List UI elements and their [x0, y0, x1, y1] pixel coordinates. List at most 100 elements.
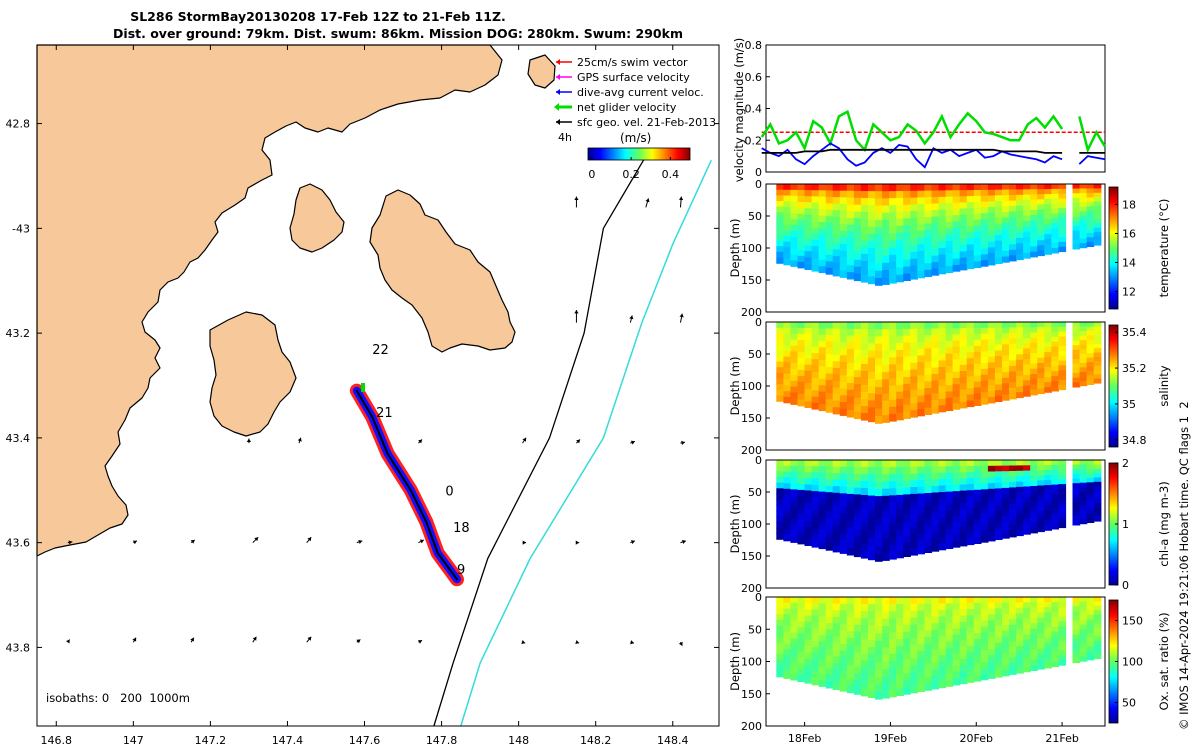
section-cell [825, 216, 834, 224]
section-cell [1002, 647, 1010, 654]
section-cell [938, 184, 947, 191]
section-cell [853, 232, 862, 240]
section-cell [938, 648, 947, 656]
section-cell [1079, 197, 1088, 203]
section-cell [1030, 342, 1038, 349]
section-cell [938, 392, 947, 400]
section-cell [875, 220, 883, 228]
section-cell [825, 498, 834, 506]
section-cell [860, 219, 869, 227]
section-cell [1009, 338, 1017, 345]
section-cell [987, 655, 996, 662]
section-cell [1093, 619, 1102, 624]
section-cell [860, 226, 869, 234]
section-cell [1002, 322, 1010, 329]
section-cell [811, 466, 820, 473]
section-cell [1002, 613, 1010, 621]
section-cell [811, 264, 820, 272]
section-cell [1030, 389, 1038, 396]
section-cell [882, 676, 890, 685]
section-cell [776, 619, 784, 627]
section-cell [1044, 382, 1052, 388]
section-cell [1002, 333, 1010, 340]
section-cell [860, 544, 869, 552]
section-cell [825, 629, 834, 637]
section-cell [797, 231, 806, 239]
section-cell [783, 391, 792, 398]
section-cell [797, 627, 806, 634]
section-cell [1051, 208, 1059, 215]
section-cell [868, 538, 876, 546]
section-cell [804, 220, 813, 228]
section-cell [966, 262, 975, 270]
section-cell [938, 530, 947, 538]
section-cell [1009, 227, 1017, 234]
section-cell [804, 670, 813, 678]
section-cell [910, 389, 918, 398]
section-cell [945, 491, 954, 499]
section-cell [931, 662, 940, 670]
section-cell [818, 259, 827, 267]
section-cell [1044, 520, 1052, 526]
section-cell [1016, 508, 1024, 515]
section-cell [938, 603, 947, 611]
section-cell [853, 377, 862, 385]
section-cell [797, 621, 806, 628]
section-cell [1086, 215, 1095, 221]
land-bruny-island [209, 311, 297, 437]
section-cell [1030, 337, 1038, 344]
section-cell [1086, 623, 1095, 629]
section-cell [980, 213, 989, 220]
surface-vector-arrow [630, 640, 635, 645]
section-cell [910, 335, 918, 343]
section-cell [790, 650, 799, 657]
map-colorbar-label: (m/s) [620, 131, 651, 145]
section-cell [818, 654, 827, 662]
section-cell [853, 473, 862, 482]
section-cell [910, 238, 918, 246]
section-cell [1009, 509, 1017, 516]
section-cell [1037, 230, 1045, 236]
section-cell [1023, 353, 1031, 360]
section-cell [1023, 375, 1031, 381]
section-cell [832, 499, 841, 507]
section-cell [966, 196, 975, 203]
section-cell [924, 388, 933, 396]
section-cell [875, 205, 883, 214]
section-cell [1023, 460, 1031, 466]
section-cell [790, 626, 799, 634]
section-cell [839, 190, 848, 198]
section-cell [776, 659, 784, 666]
section-cell [1093, 597, 1102, 602]
section-cell [903, 680, 911, 688]
section-cell [783, 655, 792, 662]
section-cell [1009, 343, 1017, 350]
section-cell [776, 257, 784, 264]
section-cell [818, 234, 827, 242]
section-cell [811, 647, 820, 654]
section-cell [1058, 351, 1067, 357]
section-cell [1086, 655, 1095, 661]
section-cell [889, 618, 897, 627]
legend-4h-label: 4h [558, 131, 572, 144]
section-cell [853, 487, 862, 496]
section-cell [1009, 460, 1017, 467]
section-cell [776, 201, 784, 208]
section-cell [846, 493, 855, 502]
section-cell [945, 497, 954, 505]
section-cell [994, 597, 1003, 604]
section-cell [868, 661, 876, 670]
section-cell [924, 243, 933, 251]
section-cell [931, 597, 940, 605]
section-cell [924, 466, 933, 474]
section-cell [973, 255, 982, 262]
section-cell [980, 632, 989, 639]
section-cell [860, 618, 869, 626]
section-cell [980, 398, 989, 405]
section-cell [776, 516, 784, 523]
section-cell [924, 269, 933, 277]
section-cell [896, 501, 904, 510]
section-cell [987, 345, 996, 352]
section-cell [889, 357, 897, 365]
